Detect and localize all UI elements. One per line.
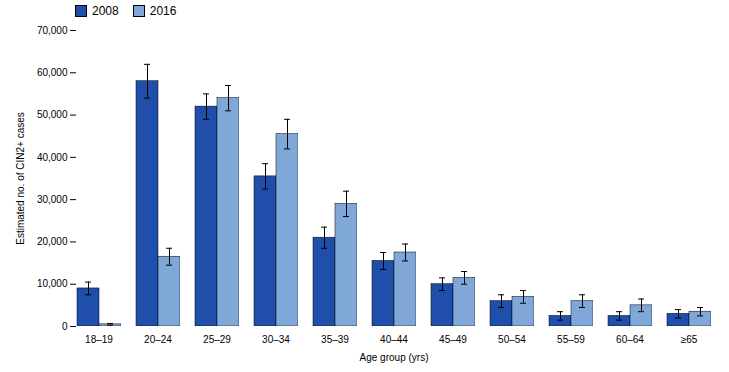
- svg-text:30–34: 30–34: [262, 334, 290, 345]
- svg-text:40,000: 40,000: [37, 152, 68, 163]
- svg-text:20–24: 20–24: [144, 334, 172, 345]
- svg-text:25–29: 25–29: [203, 334, 231, 345]
- svg-text:50,000: 50,000: [37, 109, 68, 120]
- svg-text:45–49: 45–49: [439, 334, 467, 345]
- svg-text:70,000: 70,000: [37, 25, 68, 36]
- svg-text:35–39: 35–39: [321, 334, 349, 345]
- svg-text:Age group (yrs): Age group (yrs): [360, 352, 429, 363]
- svg-text:18–19: 18–19: [85, 334, 113, 345]
- svg-text:55–59: 55–59: [557, 334, 585, 345]
- svg-text:0: 0: [62, 321, 68, 332]
- svg-text:60–64: 60–64: [616, 334, 644, 345]
- html-text:2008: 2008: [92, 4, 119, 18]
- svg-text:20,000: 20,000: [37, 236, 68, 247]
- svg-text:≥65: ≥65: [681, 334, 698, 345]
- svg-text:60,000: 60,000: [37, 67, 68, 78]
- svg-text:30,000: 30,000: [37, 194, 68, 205]
- svg-text:Estimated no. of CIN2+ cases: Estimated no. of CIN2+ cases: [15, 112, 26, 245]
- svg-text:10,000: 10,000: [37, 278, 68, 289]
- html-text:2016: 2016: [149, 4, 177, 18]
- svg-text:50–54: 50–54: [498, 334, 526, 345]
- svg-text:40–44: 40–44: [380, 334, 408, 345]
